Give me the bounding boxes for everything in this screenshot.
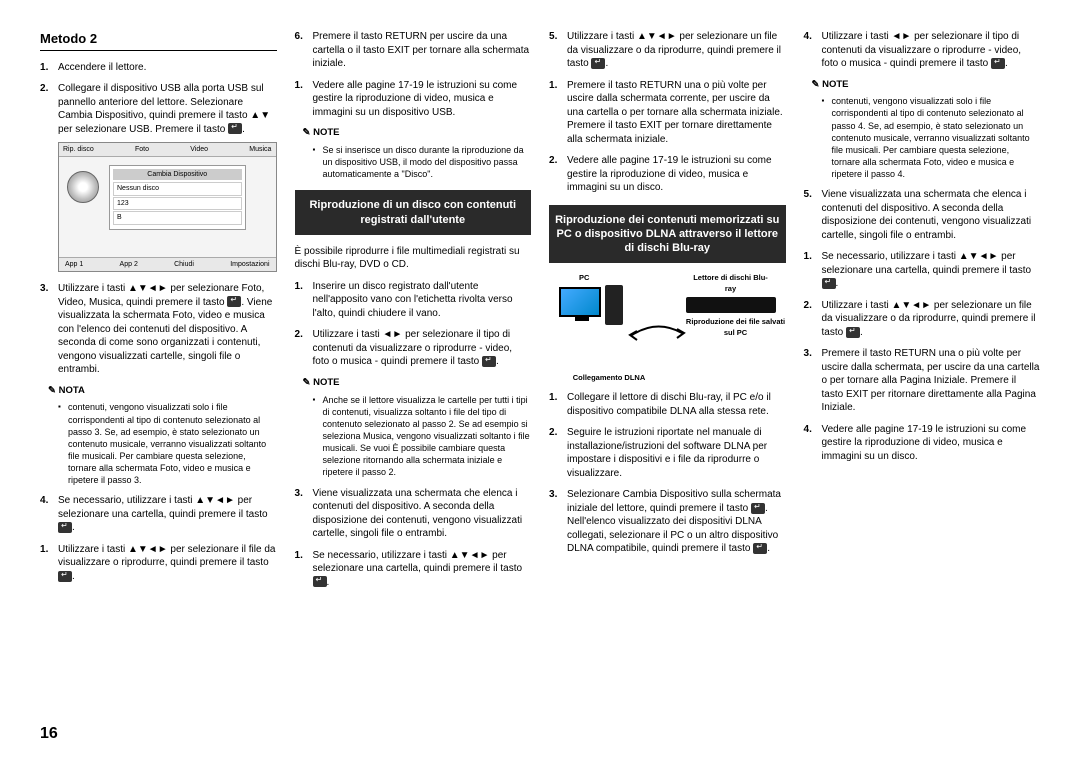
c1-step4: Se necessario, utilizzare i tasti ▲▼◄► p… xyxy=(40,494,277,535)
c2-s4-text: Se necessario, utilizzare i tasti ▲▼◄► p… xyxy=(313,550,523,575)
page-number: 16 xyxy=(40,725,58,743)
enter-icon xyxy=(313,576,327,587)
enter-icon xyxy=(753,543,767,554)
c2-s2: Utilizzare i tasti ◄► per selezionare il… xyxy=(295,328,532,369)
diag-caption1: Riproduzione dei file salvati sul PC xyxy=(686,317,786,337)
img-tab2: Foto xyxy=(135,145,149,154)
c4-note1: contenuti, vengono visualizzati solo i f… xyxy=(822,95,1041,180)
c4-s4: Utilizzare i tasti ◄► per selezionare il… xyxy=(804,30,1041,71)
nota-heading: NOTA xyxy=(48,385,277,398)
enter-icon xyxy=(482,356,496,367)
panel-row2: 123 xyxy=(113,197,242,210)
c2-note2: Anche se il lettore visualizza le cartel… xyxy=(313,394,532,479)
pc-tower-icon xyxy=(605,285,623,325)
enter-icon xyxy=(991,58,1005,69)
c4-s6: Se necessario, utilizzare i tasti ▲▼◄► p… xyxy=(804,250,1041,291)
diag-br-label: Lettore di dischi Blu-ray xyxy=(691,273,771,293)
c1-step1: Accendere il lettore. xyxy=(40,61,277,75)
panel-header: Cambia Dispositivo xyxy=(113,169,242,180)
c2-s4: Se necessario, utilizzare i tasti ▲▼◄► p… xyxy=(295,549,532,590)
c3-s6: Premere il tasto RETURN una o più volte … xyxy=(549,79,786,147)
c1-step5: Utilizzare i tasti ▲▼◄► per selezionare … xyxy=(40,543,277,584)
diag-caption2: Collegamento DLNA xyxy=(559,373,659,383)
c4-s9: Vedere alle pagine 17-19 le istruzioni s… xyxy=(804,423,1041,464)
c4-s8: Premere il tasto RETURN una o più volte … xyxy=(804,347,1041,415)
manual-page: Metodo 2 Accendere il lettore. Collegare… xyxy=(0,0,1080,617)
c1-step4-text: Se necessario, utilizzare i tasti ▲▼◄► p… xyxy=(58,495,268,520)
c4-s7: Utilizzare i tasti ▲▼◄► per selezionare … xyxy=(804,299,1041,340)
column-2: Premere il tasto RETURN per uscire da un… xyxy=(295,30,532,597)
enter-icon xyxy=(591,58,605,69)
c3-s5: Utilizzare i tasti ▲▼◄► per selezionare … xyxy=(549,30,786,71)
c1-step3: Utilizzare i tasti ▲▼◄► per selezionare … xyxy=(40,282,277,377)
img-tab1: Rip. disco xyxy=(63,145,94,154)
c4-s5: Viene visualizzata una schermata che ele… xyxy=(804,188,1041,242)
enter-icon xyxy=(751,503,765,514)
c3-d1: Collegare il lettore di dischi Blu-ray, … xyxy=(549,391,786,418)
enter-icon xyxy=(58,522,72,533)
note-heading-4: NOTE xyxy=(812,79,1041,92)
img-tab4: Musica xyxy=(249,145,271,154)
c2-step6: Premere il tasto RETURN per uscire da un… xyxy=(295,30,532,71)
enter-icon xyxy=(227,296,241,307)
c3-d3: Selezionare Cambia Dispositivo sulla sch… xyxy=(549,488,786,556)
column-4: Utilizzare i tasti ◄► per selezionare il… xyxy=(804,30,1041,597)
disc-icon xyxy=(67,171,99,203)
c3-d3a: Selezionare Cambia Dispositivo sulla sch… xyxy=(567,489,781,514)
c1-nota1: contenuti, vengono visualizzati solo i f… xyxy=(58,401,277,486)
note-heading-2: NOTE xyxy=(303,377,532,390)
c2-step7: Vedere alle pagine 17-19 le istruzioni s… xyxy=(295,79,532,120)
img-tab3: Video xyxy=(190,145,208,154)
c2-s1: Inserire un disco registrato dall'utente… xyxy=(295,280,532,321)
img-bot1: App 1 xyxy=(65,260,83,269)
column-1: Metodo 2 Accendere il lettore. Collegare… xyxy=(40,30,277,597)
img-bot3: Chiudi xyxy=(174,260,194,269)
c2-intro: È possibile riprodurre i file multimedia… xyxy=(295,245,532,272)
section-box-user-disc: Riproduzione di un disco con contenuti r… xyxy=(295,190,532,235)
diag-pc-label: PC xyxy=(579,273,589,283)
arrow-icon xyxy=(627,323,687,347)
monitor-icon xyxy=(559,287,601,317)
c2-note1: Se si inserisce un disco durante la ripr… xyxy=(313,144,532,180)
enter-icon xyxy=(228,123,242,134)
img-bot2: App 2 xyxy=(120,260,138,269)
bluray-player-icon xyxy=(686,297,776,313)
method-title: Metodo 2 xyxy=(40,30,277,51)
c2-s3: Viene visualizzata una schermata che ele… xyxy=(295,487,532,541)
img-bot4: Impostazioni xyxy=(230,260,269,269)
c3-d2: Seguire le istruzioni riportate nel manu… xyxy=(549,426,786,480)
c1-step2: Collegare il dispositivo USB alla porta … xyxy=(40,82,277,272)
panel-row1: Nessun disco xyxy=(113,182,242,195)
note-heading: NOTE xyxy=(303,127,532,140)
column-3: Utilizzare i tasti ▲▼◄► per selezionare … xyxy=(549,30,786,597)
dlna-diagram: PC Lettore di dischi Blu-ray Riproduzion… xyxy=(549,273,786,383)
panel-row3: B xyxy=(113,211,242,224)
c1-step3b: . Viene visualizzata la schermata Foto, … xyxy=(58,297,272,376)
device-screenshot: Rip. disco Foto Video Musica Cambia Disp… xyxy=(58,142,277,272)
c1-step5-text: Utilizzare i tasti ▲▼◄► per selezionare … xyxy=(58,544,275,569)
enter-icon xyxy=(822,278,836,289)
section-box-dlna: Riproduzione dei contenuti memorizzati s… xyxy=(549,205,786,264)
enter-icon xyxy=(846,327,860,338)
c4-s6-text: Se necessario, utilizzare i tasti ▲▼◄► p… xyxy=(822,251,1032,276)
c3-s7: Vedere alle pagine 17-19 le istruzioni s… xyxy=(549,154,786,195)
enter-icon xyxy=(58,571,72,582)
